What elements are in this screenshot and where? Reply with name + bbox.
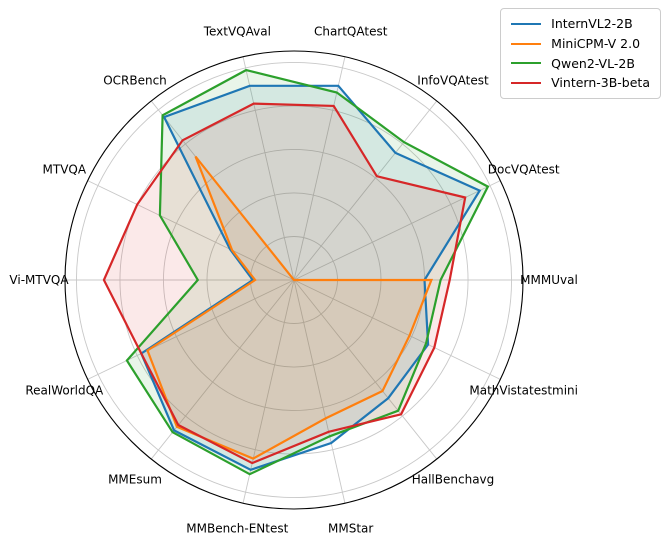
axis-label-ocrbench: OCRBench	[103, 74, 167, 88]
legend-swatch	[511, 62, 542, 65]
series-fill-internvl2-2b	[141, 85, 480, 470]
axis-label-mmmuval: MMMUval	[520, 273, 578, 287]
axis-label-mmesum: MMEsum	[108, 472, 162, 486]
axis-label-infovqatest: InfoVQAtest	[417, 74, 489, 88]
series-outline-minicpm-v-2-0	[146, 155, 434, 460]
axis-spoke	[293, 279, 438, 460]
legend-label: Vintern-3B-beta	[551, 75, 650, 91]
series-outline-vintern-3b-beta	[102, 102, 467, 465]
axis-spoke	[293, 279, 501, 380]
axis-spoke	[293, 279, 346, 504]
axis-spoke	[293, 56, 346, 281]
axis-label-mmstar: MMStar	[328, 522, 373, 536]
axis-spoke	[242, 56, 295, 281]
axis-label-mtvqa: MTVQA	[43, 162, 87, 176]
legend-item: MiniCPM-V 2.0	[511, 35, 650, 51]
axis-spoke	[150, 279, 295, 460]
axis-spoke	[293, 100, 438, 281]
series-outline-qwen2-vl-2b	[125, 68, 490, 476]
axis-label-docvqatest: DocVQAtest	[488, 162, 560, 176]
legend-item: InternVL2-2B	[511, 17, 650, 31]
axis-label-mmbench-entest: MMBench-ENtest	[186, 522, 288, 536]
series-fill-qwen2-vl-2b	[126, 70, 488, 475]
legend-swatch	[511, 22, 542, 25]
axis-label-chartqatest: ChartQAtest	[314, 24, 388, 38]
legend-label: Qwen2-VL-2B	[551, 55, 635, 71]
legend-label: MiniCPM-V 2.0	[551, 35, 641, 51]
series-fill-vintern-3b-beta	[103, 103, 466, 464]
legend: InternVL2-2B MiniCPM-V 2.0 Qwen2-VL-2B Vint…	[500, 8, 661, 99]
axis-spoke	[87, 180, 295, 281]
axis-spoke	[87, 279, 295, 380]
legend-swatch	[511, 82, 542, 85]
axis-label-vi-mtvqa: Vi-MTVQA	[9, 273, 69, 287]
series-fill-minicpm-v-2-0	[147, 156, 432, 459]
legend-item: Vintern-3B-beta	[511, 76, 650, 90]
legend-item: Qwen2-VL-2B	[511, 55, 650, 71]
legend-label: InternVL2-2B	[551, 16, 633, 31]
series-outline-internvl2-2b	[139, 84, 482, 471]
axis-label-textvqaval: TextVQAval	[203, 24, 271, 38]
axis-spoke	[242, 279, 295, 504]
legend-swatch	[511, 42, 542, 45]
axis-label-realworldqa: RealWorldQA	[25, 384, 104, 398]
axis-label-mathvistatestmini: MathVistatestmini	[469, 384, 578, 398]
axis-label-hallbenchavg: HallBenchavg	[412, 472, 495, 486]
outer-circle	[64, 50, 524, 510]
